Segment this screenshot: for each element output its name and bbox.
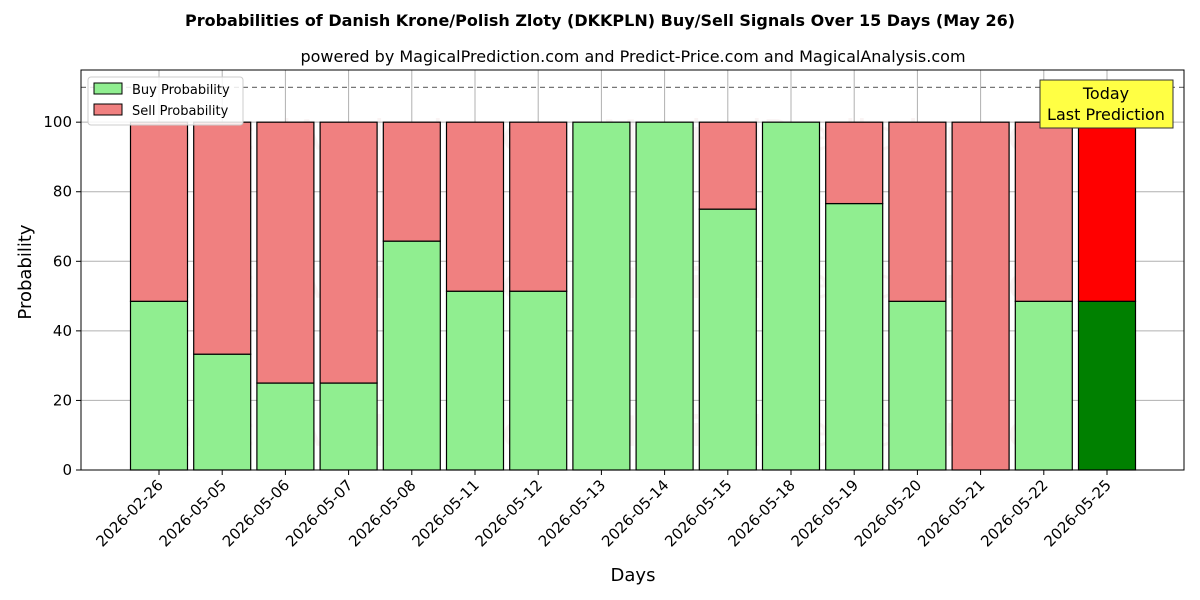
x-tick-label: 2026-05-06 <box>219 476 293 550</box>
sell-bar <box>445 121 505 292</box>
buy-bar <box>1077 300 1137 471</box>
legend-box <box>87 76 244 126</box>
chart-subtitle: powered by MagicalPrediction.com and Pre… <box>300 47 965 66</box>
buy-bar <box>509 290 568 471</box>
buy-bar <box>319 382 378 471</box>
plot-frame <box>80 69 1185 471</box>
today-annotation: Today Last Prediction <box>1039 79 1174 129</box>
sell-bar <box>193 121 252 355</box>
y-tick-label: 0 <box>62 461 72 479</box>
sell-bar <box>509 121 568 292</box>
y-tick-label: 80 <box>53 183 72 201</box>
x-tick-label: 2026-05-13 <box>535 476 609 550</box>
annotation-box <box>1039 79 1174 129</box>
x-tick-label: 2026-05-14 <box>598 476 672 550</box>
x-tick-label: 2026-05-21 <box>914 476 988 550</box>
legend-buy-label: Buy Probability <box>132 83 230 98</box>
buy-bar <box>129 300 189 471</box>
buy-bar <box>1014 300 1073 471</box>
x-tick-label: 2026-05-07 <box>282 476 356 550</box>
x-tick-label: 2026-05-25 <box>1040 476 1114 550</box>
sell-bar <box>951 121 1010 471</box>
buy-bar <box>256 382 315 471</box>
legend-sell-label: Sell Probability <box>132 104 229 119</box>
x-tick-label: 2026-05-05 <box>156 476 230 550</box>
buy-bar <box>635 121 694 471</box>
sell-bar <box>1077 121 1137 302</box>
x-tick-label: 2026-05-19 <box>788 476 862 550</box>
bar-layer <box>81 86 1184 471</box>
y-axis-label: Probability <box>15 224 36 319</box>
buy-bar <box>888 300 947 471</box>
sell-bar <box>888 121 947 302</box>
buy-bar <box>698 208 757 471</box>
buy-bar <box>382 240 441 471</box>
x-tick-label: 2026-05-18 <box>724 476 798 550</box>
x-tick-label: 2026-05-15 <box>661 476 735 550</box>
sell-bar <box>256 121 315 384</box>
buy-bar <box>193 353 252 471</box>
buy-bar <box>825 202 884 471</box>
x-tick-label: 2026-05-12 <box>472 476 546 550</box>
x-tick-label: 2026-05-22 <box>977 476 1051 550</box>
y-tick-label: 20 <box>53 391 72 409</box>
chart-title: Probabilities of Danish Krone/Polish Zlo… <box>185 11 1015 30</box>
buy-bar <box>761 121 821 471</box>
sell-bar <box>129 121 189 302</box>
sell-bar <box>1014 121 1073 302</box>
x-tick-label: 2026-05-08 <box>345 476 419 550</box>
buy-bar <box>445 290 505 471</box>
x-tick-label: 2026-05-20 <box>851 476 925 550</box>
sell-bar <box>382 121 441 242</box>
legend-buy-swatch <box>93 82 123 95</box>
x-tick-label: 2026-02-26 <box>92 476 166 550</box>
y-tick-label: 100 <box>43 113 72 131</box>
buy-bar <box>572 121 631 471</box>
sell-bar <box>698 121 757 210</box>
legend-sell-swatch <box>93 103 123 116</box>
x-axis-label: Days <box>611 565 656 586</box>
annotation-line1: Today <box>1082 84 1129 103</box>
annotation-line2: Last Prediction <box>1047 105 1165 124</box>
sell-bar <box>319 121 378 384</box>
legend: Buy Probability Sell Probability <box>87 76 244 126</box>
x-tick-label: 2026-05-11 <box>408 476 482 550</box>
y-tick-label: 40 <box>53 322 72 340</box>
sell-bar <box>825 121 884 205</box>
y-tick-label: 60 <box>53 252 72 270</box>
